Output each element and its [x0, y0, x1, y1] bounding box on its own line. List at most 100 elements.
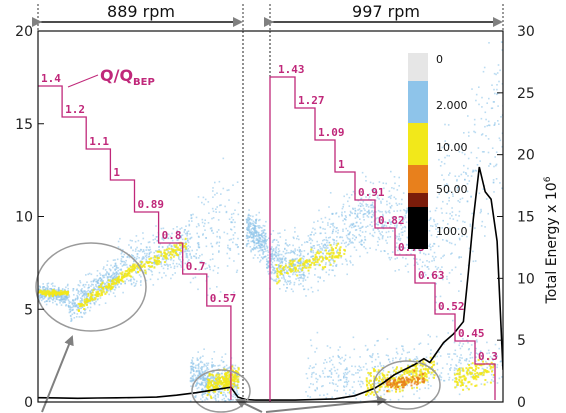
- scatter-point: [176, 239, 178, 241]
- scatter-point: [195, 382, 198, 385]
- scatter-point: [368, 198, 370, 201]
- scatter-point: [225, 210, 228, 213]
- scatter-point: [427, 387, 430, 390]
- scatter-point: [110, 264, 112, 267]
- scatter-point: [265, 220, 267, 223]
- scatter-point: [431, 260, 433, 262]
- scatter-point: [102, 276, 105, 279]
- scatter-point: [258, 245, 261, 247]
- scatter-point: [158, 254, 160, 256]
- scatter-point: [203, 203, 205, 206]
- scatter-point-dense: [386, 376, 389, 379]
- scatter-point: [348, 196, 351, 199]
- scatter-point: [257, 225, 259, 227]
- scatter-point-dense: [228, 391, 231, 394]
- scatter-point: [367, 210, 370, 212]
- scatter-point: [434, 265, 437, 268]
- scatter-point: [263, 234, 265, 237]
- scatter-point-dense: [378, 382, 381, 385]
- scatter-point: [70, 320, 72, 322]
- scatter-point-dense: [120, 273, 123, 276]
- scatter-point: [109, 289, 111, 291]
- scatter-point: [198, 246, 201, 249]
- scatter-point: [276, 244, 279, 246]
- scatter-point: [290, 288, 293, 290]
- scatter-point: [191, 249, 193, 252]
- scatter-point: [263, 256, 265, 259]
- scatter-point: [199, 367, 202, 369]
- scatter-point: [152, 239, 155, 241]
- scatter-point: [414, 249, 416, 252]
- scatter-point: [324, 228, 326, 230]
- scatter-point: [361, 381, 364, 383]
- scatter-point: [215, 211, 217, 213]
- scatter-point: [256, 230, 258, 233]
- scatter-point: [262, 236, 264, 239]
- scatter-point: [362, 225, 364, 228]
- scatter-point: [467, 167, 469, 170]
- scatter-point: [303, 277, 305, 279]
- scatter-point: [204, 386, 206, 389]
- scatter-point: [222, 366, 225, 369]
- scatter-point-dense: [133, 264, 136, 267]
- scatter-point: [69, 311, 72, 313]
- scatter-point-dense: [433, 374, 436, 377]
- scatter-point: [106, 272, 108, 274]
- scatter-point: [265, 245, 268, 247]
- scatter-point: [191, 220, 193, 222]
- scatter-point-dense: [375, 378, 378, 380]
- scatter-point: [298, 262, 301, 265]
- scatter-point: [458, 290, 460, 292]
- scatter-point: [95, 285, 97, 288]
- scatter-point: [446, 278, 448, 280]
- scatter-point: [313, 366, 315, 369]
- scatter-point-dense: [94, 297, 97, 300]
- scatter-point: [340, 379, 342, 381]
- scatter-point: [455, 214, 457, 216]
- scatter-point: [458, 237, 461, 240]
- scatter-point: [286, 271, 289, 273]
- scatter-point-dense: [153, 266, 156, 269]
- scatter-point: [47, 286, 49, 288]
- scatter-point: [462, 220, 464, 223]
- scatter-point-dense: [379, 385, 382, 388]
- scatter-point: [207, 275, 210, 278]
- scatter-point: [265, 243, 267, 245]
- scatter-point: [301, 257, 303, 259]
- scatter-point-dense: [309, 266, 312, 269]
- scatter-point-dense: [47, 292, 50, 295]
- scatter-point: [372, 182, 375, 185]
- scatter-point: [319, 394, 321, 397]
- scatter-point-dense: [144, 269, 147, 272]
- scatter-point: [277, 267, 280, 269]
- scatter-point: [327, 224, 329, 226]
- scatter-point: [476, 341, 478, 343]
- scatter-point: [314, 389, 316, 391]
- scatter-point-dense: [220, 392, 223, 394]
- scatter-point: [343, 360, 345, 362]
- scatter-point-dense: [185, 243, 188, 246]
- scatter-point: [170, 244, 173, 247]
- scatter-point-dense: [128, 274, 131, 277]
- scatter-point: [365, 362, 367, 365]
- scatter-point: [249, 232, 252, 235]
- scatter-point-dense: [151, 262, 154, 264]
- scatter-point-dense: [210, 373, 213, 376]
- scatter-point: [199, 373, 202, 376]
- scatter-point: [293, 264, 296, 267]
- scatter-point: [230, 238, 232, 241]
- scatter-point-dense: [121, 279, 123, 282]
- scatter-point: [107, 272, 110, 275]
- scatter-point: [205, 383, 207, 386]
- scatter-point: [202, 233, 204, 235]
- scatter-point: [299, 261, 302, 263]
- scatter-point-dense: [233, 379, 236, 382]
- scatter-point-dense: [44, 290, 47, 293]
- scatter-point: [353, 390, 356, 392]
- scatter-point: [155, 236, 158, 238]
- scatter-point: [494, 353, 496, 355]
- scatter-point: [499, 182, 501, 184]
- scatter-point: [103, 266, 105, 268]
- scatter-point: [275, 255, 277, 258]
- scatter-point-dense: [318, 252, 320, 255]
